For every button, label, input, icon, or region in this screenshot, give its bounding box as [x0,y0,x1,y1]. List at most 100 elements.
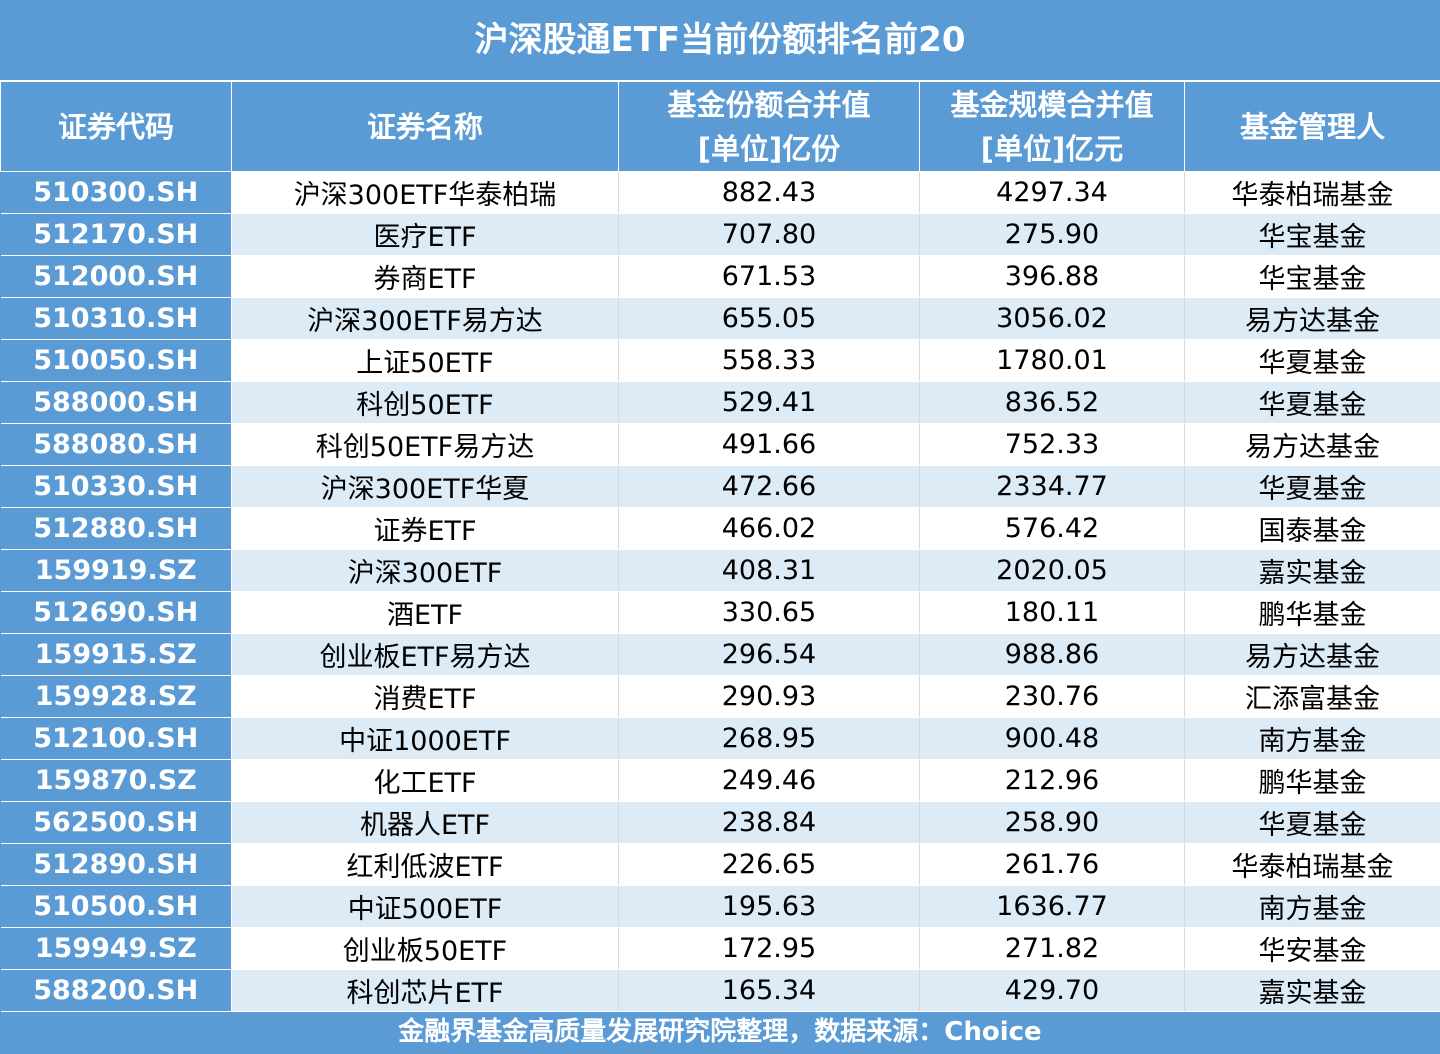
fund-size-cell: 212.96 [919,759,1185,802]
fund-manager-cell: 华夏基金 [1184,339,1440,382]
table-title: 沪深股通ETF当前份额排名前20 [0,0,1440,81]
table-row: 510300.SH 沪深300ETF华泰柏瑞 882.43 4297.34 华泰柏瑞基金 [0,171,1440,214]
security-name-cell: 中证500ETF [231,885,619,928]
fund-manager-cell: 国泰基金 [1184,507,1440,550]
fund-manager-cell: 鹏华基金 [1184,759,1440,802]
security-code-cell: 512000.SH [0,255,232,298]
fund-size-cell: 180.11 [919,591,1185,634]
table-row: 512100.SH 中证1000ETF 268.95 900.48 南方基金 [0,717,1440,760]
fund-manager-cell: 易方达基金 [1184,633,1440,676]
fund-shares-cell: 172.95 [618,927,920,970]
security-code-cell: 159919.SZ [0,549,232,592]
fund-shares-cell: 165.34 [618,969,920,1012]
table-row: 588080.SH 科创50ETF易方达 491.66 752.33 易方达基金 [0,423,1440,466]
column-header-line: [单位]亿元 [980,131,1124,166]
security-code-cell: 159928.SZ [0,675,232,718]
fund-shares-cell: 330.65 [618,591,920,634]
security-name-cell: 券商ETF [231,255,619,298]
security-name-cell: 红利低波ETF [231,843,619,886]
security-name-cell: 化工ETF [231,759,619,802]
fund-shares-cell: 226.65 [618,843,920,886]
column-header-line: 证券代码 [57,109,174,144]
fund-size-cell: 271.82 [919,927,1185,970]
security-name-cell: 中证1000ETF [231,717,619,760]
security-code-cell: 512880.SH [0,507,232,550]
security-name-cell: 沪深300ETF华泰柏瑞 [231,171,619,214]
fund-manager-cell: 华安基金 [1184,927,1440,970]
fund-size-cell: 988.86 [919,633,1185,676]
security-code-cell: 512690.SH [0,591,232,634]
security-code-cell: 510300.SH [0,171,232,214]
fund-manager-cell: 嘉实基金 [1184,549,1440,592]
fund-manager-cell: 华宝基金 [1184,255,1440,298]
security-code-cell: 159915.SZ [0,633,232,676]
security-code-cell: 510050.SH [0,339,232,382]
table-row: 512000.SH 券商ETF 671.53 396.88 华宝基金 [0,255,1440,298]
security-code-cell: 510500.SH [0,885,232,928]
table-row: 159928.SZ 消费ETF 290.93 230.76 汇添富基金 [0,675,1440,718]
security-code-cell: 512890.SH [0,843,232,886]
column-header-line: 基金管理人 [1239,109,1385,144]
fund-size-cell: 396.88 [919,255,1185,298]
fund-size-cell: 429.70 [919,969,1185,1012]
fund-manager-cell: 华夏基金 [1184,801,1440,844]
fund-size-cell: 836.52 [919,381,1185,424]
security-code-cell: 588000.SH [0,381,232,424]
fund-size-cell: 752.33 [919,423,1185,466]
column-header-line: 基金规模合并值 [950,87,1154,122]
security-code-cell: 159949.SZ [0,927,232,970]
security-name-cell: 医疗ETF [231,213,619,256]
column-header: 证券代码 [0,81,232,172]
security-name-cell: 创业板ETF易方达 [231,633,619,676]
source-footer: 金融界基金高质量发展研究院整理，数据来源：Choice [398,1017,1042,1047]
table-row: 512690.SH 酒ETF 330.65 180.11 鹏华基金 [0,591,1440,634]
fund-manager-cell: 嘉实基金 [1184,969,1440,1012]
fund-size-cell: 576.42 [919,507,1185,550]
table-row: 512170.SH 医疗ETF 707.80 275.90 华宝基金 [0,213,1440,256]
fund-shares-cell: 268.95 [618,717,920,760]
security-name-cell: 科创50ETF易方达 [231,423,619,466]
fund-manager-cell: 南方基金 [1184,885,1440,928]
security-name-cell: 酒ETF [231,591,619,634]
security-code-cell: 512170.SH [0,213,232,256]
fund-size-cell: 230.76 [919,675,1185,718]
fund-size-cell: 1780.01 [919,339,1185,382]
column-header-line: [单位]亿份 [697,131,841,166]
fund-manager-cell: 华泰柏瑞基金 [1184,843,1440,886]
table-row: 159870.SZ 化工ETF 249.46 212.96 鹏华基金 [0,759,1440,802]
etf-table: 证券代码 证券名称 基金份额合并值 [单位]亿份 基金规模合并值 [单位]亿元 基金管理人 … [0,81,1440,1012]
security-code-cell: 562500.SH [0,801,232,844]
fund-shares-cell: 249.46 [618,759,920,802]
security-code-cell: 512100.SH [0,717,232,760]
fund-shares-cell: 472.66 [618,465,920,508]
fund-size-cell: 275.90 [919,213,1185,256]
table-row: 588200.SH 科创芯片ETF 165.34 429.70 嘉实基金 [0,969,1440,1012]
fund-shares-cell: 466.02 [618,507,920,550]
fund-shares-cell: 655.05 [618,297,920,340]
column-header: 基金份额合并值 [单位]亿份 [618,81,920,172]
fund-size-cell: 900.48 [919,717,1185,760]
security-name-cell: 机器人ETF [231,801,619,844]
fund-manager-cell: 汇添富基金 [1184,675,1440,718]
table-row: 510330.SH 沪深300ETF华夏 472.66 2334.77 华夏基金 [0,465,1440,508]
security-name-cell: 沪深300ETF华夏 [231,465,619,508]
security-name-cell: 创业板50ETF [231,927,619,970]
fund-shares-cell: 529.41 [618,381,920,424]
security-code-cell: 159870.SZ [0,759,232,802]
security-code-cell: 510330.SH [0,465,232,508]
security-code-cell: 588200.SH [0,969,232,1012]
fund-shares-cell: 238.84 [618,801,920,844]
fund-shares-cell: 290.93 [618,675,920,718]
security-name-cell: 科创芯片ETF [231,969,619,1012]
table-row: 512880.SH 证券ETF 466.02 576.42 国泰基金 [0,507,1440,550]
fund-manager-cell: 易方达基金 [1184,297,1440,340]
column-header: 基金管理人 [1184,81,1440,172]
table-row: 159919.SZ 沪深300ETF 408.31 2020.05 嘉实基金 [0,549,1440,592]
security-name-cell: 消费ETF [231,675,619,718]
fund-shares-cell: 408.31 [618,549,920,592]
fund-manager-cell: 华夏基金 [1184,465,1440,508]
table-row: 510310.SH 沪深300ETF易方达 655.05 3056.02 易方达基金 [0,297,1440,340]
column-header: 基金规模合并值 [单位]亿元 [919,81,1185,172]
column-header: 证券名称 [231,81,619,172]
fund-size-cell: 261.76 [919,843,1185,886]
